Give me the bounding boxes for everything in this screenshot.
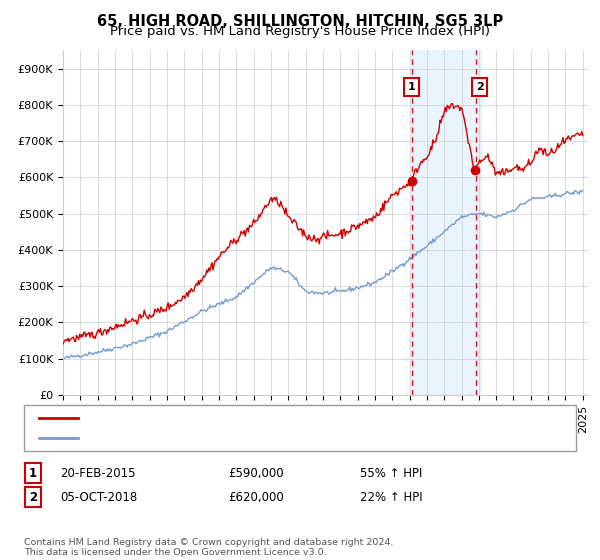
Text: HPI: Average price, detached house, Central Bedfordshire: HPI: Average price, detached house, Cent… <box>84 433 406 443</box>
Text: 1: 1 <box>29 466 37 480</box>
Bar <box>412 50 481 395</box>
Text: 20-FEB-2015: 20-FEB-2015 <box>60 466 136 480</box>
Text: 1: 1 <box>408 82 415 92</box>
Text: 22% ↑ HPI: 22% ↑ HPI <box>360 491 422 504</box>
Text: Contains HM Land Registry data © Crown copyright and database right 2024.
This d: Contains HM Land Registry data © Crown c… <box>24 538 394 557</box>
Text: 2: 2 <box>29 491 37 504</box>
Text: 65, HIGH ROAD, SHILLINGTON, HITCHIN, SG5 3LP (detached house): 65, HIGH ROAD, SHILLINGTON, HITCHIN, SG5… <box>84 413 459 423</box>
Text: Price paid vs. HM Land Registry's House Price Index (HPI): Price paid vs. HM Land Registry's House … <box>110 25 490 38</box>
Text: £620,000: £620,000 <box>228 491 284 504</box>
Text: 55% ↑ HPI: 55% ↑ HPI <box>360 466 422 480</box>
Text: 05-OCT-2018: 05-OCT-2018 <box>60 491 137 504</box>
Text: 2: 2 <box>476 82 484 92</box>
Text: £590,000: £590,000 <box>228 466 284 480</box>
Text: 65, HIGH ROAD, SHILLINGTON, HITCHIN, SG5 3LP: 65, HIGH ROAD, SHILLINGTON, HITCHIN, SG5… <box>97 14 503 29</box>
